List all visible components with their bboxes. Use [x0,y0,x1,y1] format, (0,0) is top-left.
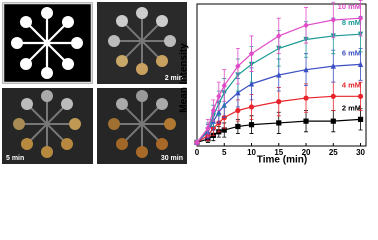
marker [357,61,364,67]
series-label: 6 mM [342,48,361,57]
marker [216,93,222,100]
photo-panel: 30 min [97,88,187,164]
marker [303,22,309,29]
marker [357,116,364,122]
marker [205,125,211,132]
marker [303,66,309,73]
series-label: 2 mM [342,103,361,112]
marker [235,123,241,130]
marker [248,122,255,128]
x-tick-label: 30 [356,148,365,157]
x-tick-label: 25 [329,148,338,157]
marker [221,82,227,89]
marker [276,120,282,126]
marker [210,107,216,114]
series-label: 10 mM [338,2,361,11]
marker [330,62,336,69]
marker [248,80,255,87]
chart: Mean Intensity Time (min) 0 5 10 15 20 25 30 2 … [179,0,367,166]
marker [303,118,309,124]
marker [248,50,255,57]
marker [357,93,364,99]
marker [276,71,282,78]
marker [357,15,364,22]
marker [235,107,241,114]
photo-label: 30 min [161,155,183,162]
marker [221,127,227,133]
marker [330,93,336,99]
x-tick-label: 5 [222,148,227,157]
x-axis-label: Time (min) [257,155,307,166]
marker [248,104,255,110]
series-label: 4 mM [342,80,361,89]
x-tick-label: 10 [247,148,256,157]
marker [303,95,309,101]
marker [276,32,282,40]
marker [330,16,336,24]
plot-frame [196,3,367,147]
figure: 2 min 5 min 30 min Mean Intensity Time (… [1,0,367,166]
photo-panel: 2 min [97,2,187,84]
x-tick-label: 15 [274,148,283,157]
x-tick-label: 20 [302,148,311,157]
photo-label: 5 min [6,155,24,162]
x-tick-label: 0 [195,148,200,157]
marker [194,139,200,146]
photo-panel: 5 min [2,88,93,164]
marker [276,99,282,105]
schematic-panel [1,1,94,85]
marker [330,118,336,124]
marker [235,62,241,70]
marker [235,89,241,96]
page: 2 min 5 min 30 min Mean Intensity Time (… [1,0,367,166]
photo-label: 2 min [165,75,183,82]
series-label: 8 mM [342,18,361,27]
y-axis-label: Mean Intensity [179,43,190,113]
